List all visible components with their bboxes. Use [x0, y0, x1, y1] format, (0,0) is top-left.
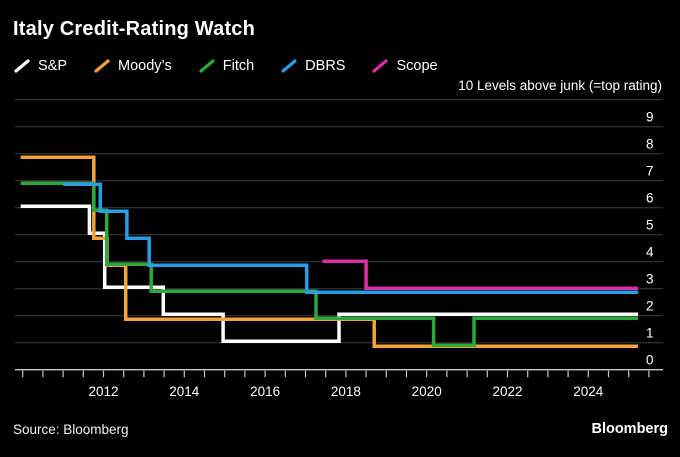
bloomberg-logo: Bloomberg [591, 421, 668, 437]
svg-text:3: 3 [646, 272, 654, 287]
legend-slash-icon [281, 59, 297, 73]
legend-item-moodys: Moody’s [94, 58, 172, 74]
svg-text:2018: 2018 [331, 384, 361, 399]
svg-text:2020: 2020 [412, 384, 442, 399]
legend-slash-icon [14, 59, 30, 73]
legend-slash-icon [372, 59, 389, 73]
legend-item-dbrs: DBRS [281, 58, 345, 74]
svg-text:2012: 2012 [88, 384, 118, 399]
legend-label: Scope [396, 58, 438, 74]
svg-text:4: 4 [646, 245, 654, 260]
legend-item-scope: Scope [372, 58, 438, 74]
legend-item-fitch: Fitch [199, 58, 254, 74]
svg-text:2016: 2016 [250, 384, 280, 399]
legend-slash-icon [199, 59, 215, 73]
svg-text:2014: 2014 [169, 384, 200, 399]
legend-label: Moody’s [118, 58, 172, 74]
source-label: Source: Bloomberg [13, 422, 129, 437]
svg-text:8: 8 [646, 137, 654, 152]
svg-text:2: 2 [646, 299, 654, 314]
svg-text:5: 5 [646, 218, 654, 233]
svg-text:2022: 2022 [492, 384, 522, 399]
svg-text:2024: 2024 [573, 384, 604, 399]
svg-text:7: 7 [646, 164, 654, 179]
chart-title: Italy Credit-Rating Watch [13, 18, 256, 40]
svg-text:6: 6 [646, 191, 654, 206]
legend-slash-icon [94, 59, 110, 73]
legend-label: S&P [38, 58, 68, 74]
legend-label: DBRS [305, 58, 346, 74]
legend-label: Fitch [222, 58, 255, 74]
y-axis-note: 10 Levels above junk (=top rating) [458, 78, 662, 93]
svg-text:1: 1 [646, 326, 654, 341]
svg-text:0: 0 [646, 353, 654, 368]
svg-text:9: 9 [646, 110, 654, 125]
legend: S&P Moody’s Fitch DBRS Scope [14, 58, 438, 74]
legend-item-sp: S&P [14, 58, 67, 74]
